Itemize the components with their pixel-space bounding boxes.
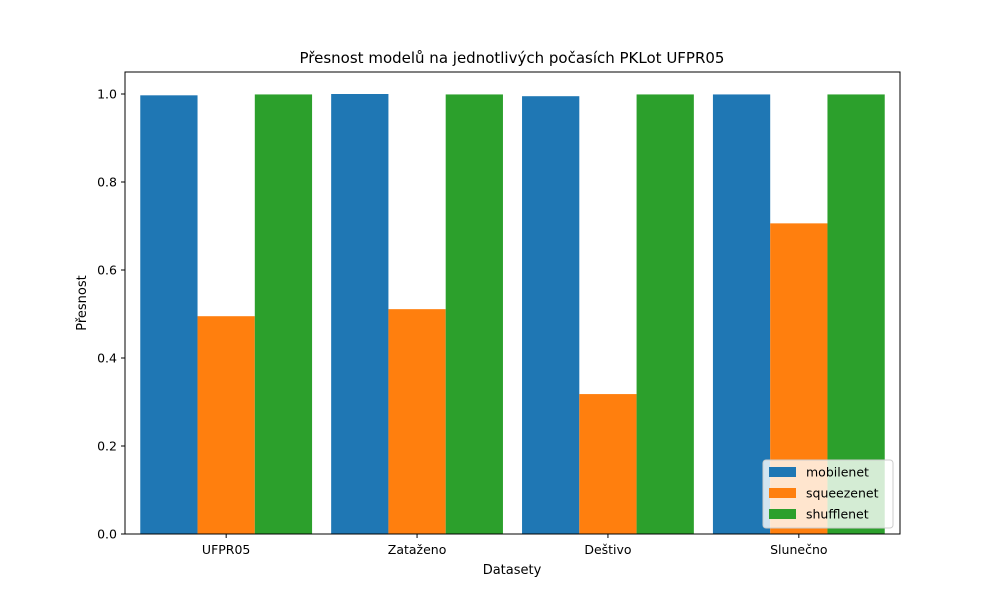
y-axis: 0.0 0.2 0.4 0.6 0.8 1.0 bbox=[97, 87, 125, 542]
x-tick-label: UFPR05 bbox=[202, 542, 250, 557]
x-tick-label: Zataženo bbox=[388, 542, 447, 557]
bar-mobilenet-ufpr05 bbox=[140, 95, 198, 534]
legend-label-mobilenet: mobilenet bbox=[806, 465, 869, 480]
y-tick-label: 0.2 bbox=[97, 439, 117, 454]
x-axis-label: Datasety bbox=[483, 563, 542, 578]
y-tick-label: 0.6 bbox=[97, 263, 117, 278]
y-tick-label: 0.8 bbox=[97, 175, 117, 190]
plot-frame bbox=[124, 71, 901, 535]
legend-swatch-squeezenet bbox=[769, 488, 796, 498]
y-tick-label: 1.0 bbox=[97, 87, 117, 102]
bar-shufflenet-zataženo bbox=[445, 94, 503, 534]
y-tick-label: 0.0 bbox=[97, 527, 117, 542]
legend-swatch-shufflenet bbox=[769, 509, 796, 519]
y-tick-label: 0.4 bbox=[97, 351, 117, 366]
bar-mobilenet-deštivo bbox=[522, 96, 580, 534]
x-tick-label: Deštivo bbox=[584, 542, 631, 557]
bar-shufflenet-deštivo bbox=[636, 94, 694, 534]
chart-title: Přesnost modelů na jednotlivých počasích… bbox=[300, 49, 725, 67]
y-axis-label: Přesnost bbox=[75, 275, 90, 331]
x-axis: UFPR05 Zataženo Deštivo Slunečno bbox=[202, 534, 828, 557]
bar-shufflenet-ufpr05 bbox=[254, 94, 313, 534]
x-tick-label: Slunečno bbox=[770, 542, 827, 557]
legend: mobilenet squeezenet shufflenet bbox=[762, 459, 894, 529]
legend-swatch-mobilenet bbox=[769, 467, 796, 477]
legend-label-squeezenet: squeezenet bbox=[806, 486, 879, 501]
bar-squeezenet-deštivo bbox=[579, 394, 637, 534]
bar-squeezenet-zataženo bbox=[388, 309, 446, 534]
bar-mobilenet-slunečno bbox=[712, 94, 771, 534]
legend-label-shufflenet: shufflenet bbox=[806, 507, 869, 522]
bar-squeezenet-ufpr05 bbox=[197, 316, 255, 534]
bar-mobilenet-zataženo bbox=[331, 94, 389, 534]
